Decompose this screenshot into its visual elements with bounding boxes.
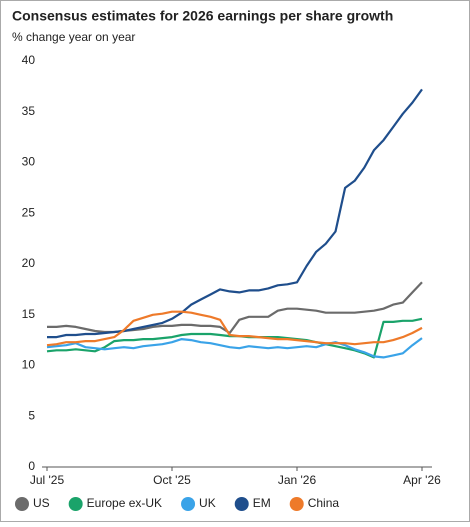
legend-label: Europe ex-UK [87,496,162,510]
legend-marker [15,497,29,511]
y-tick-label: 35 [22,104,36,118]
x-tick-label: Jan '26 [278,473,317,487]
line [46,310,423,347]
legend-label: US [33,496,50,510]
legend-marker [289,497,304,511]
y-tick-label: 25 [22,205,36,219]
line [47,88,423,339]
x-tick-label: Jul '25 [30,473,65,487]
legend-marker [234,497,249,511]
y-tick-label: 0 [28,459,35,473]
x-tick-label: Oct '25 [153,473,191,487]
y-tick-label: 40 [22,53,36,67]
x-tick-label: Apr '26 [403,473,441,487]
y-tick-label: 10 [22,358,36,372]
line [46,337,423,359]
y-tick-label: 15 [22,307,36,321]
legend-label: EM [253,496,271,510]
chart-title: Consensus estimates for 2026 earnings pe… [12,8,393,24]
legend-label: UK [199,496,216,510]
y-tick-label: 5 [28,408,35,422]
y-tick-label: 20 [22,256,36,270]
legend-label: China [308,496,340,510]
legend-marker [181,497,196,511]
legend-marker [68,497,83,511]
chart-subtitle: % change year on year [12,30,135,44]
y-tick-label: 30 [22,155,36,169]
